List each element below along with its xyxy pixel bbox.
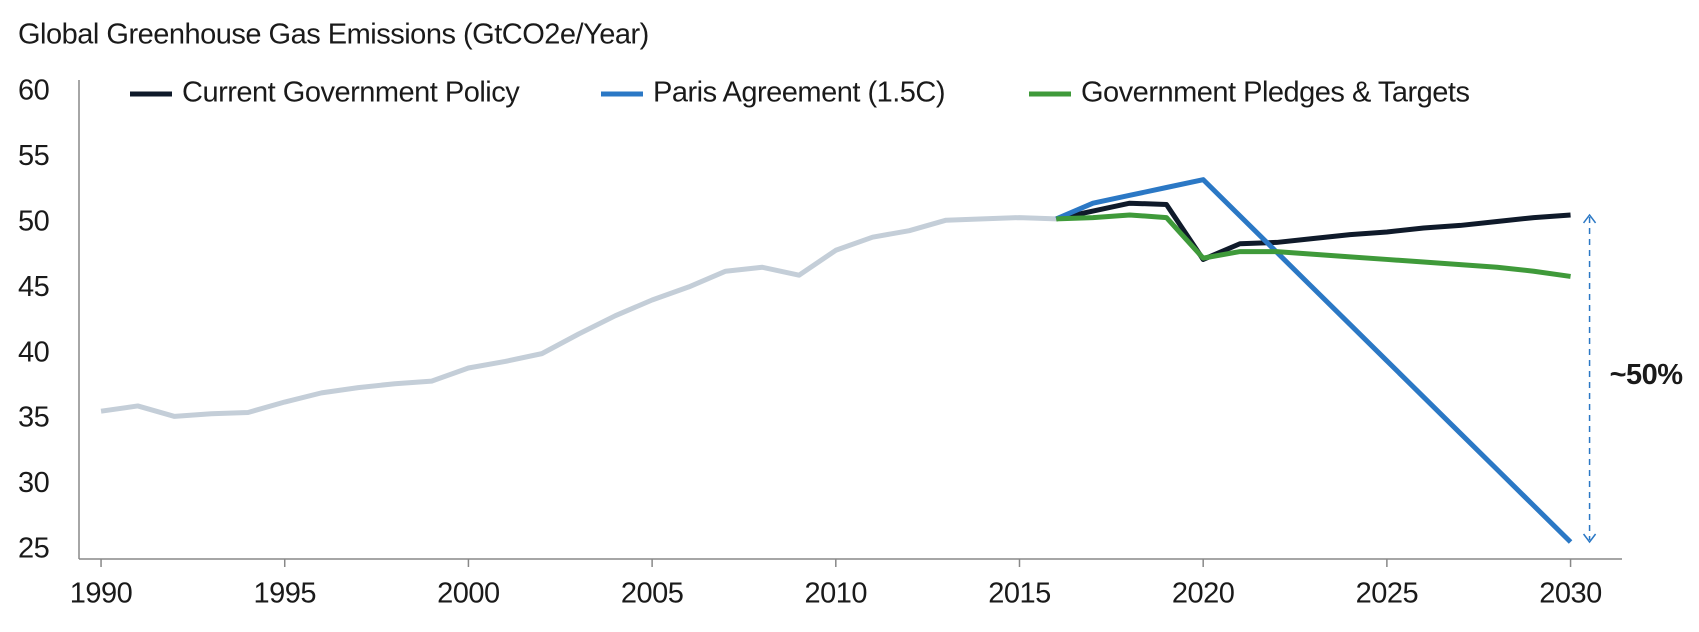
x-tick-label: 2015 bbox=[988, 578, 1051, 610]
x-tick-label: 2010 bbox=[805, 578, 868, 610]
x-tick-label: 1990 bbox=[70, 578, 133, 610]
y-tick-label: 55 bbox=[18, 140, 49, 172]
y-tick-label: 25 bbox=[18, 532, 49, 564]
x-tick-label: 2020 bbox=[1172, 578, 1235, 610]
legend-label: Current Government Policy bbox=[182, 77, 520, 109]
y-tick-label: 50 bbox=[18, 205, 49, 237]
x-tick-label: 2030 bbox=[1539, 578, 1602, 610]
series-line bbox=[1055, 177, 1573, 544]
y-tick-label: 60 bbox=[18, 75, 49, 107]
series-line bbox=[1056, 212, 1571, 279]
chart-title: Global Greenhouse Gas Emissions (GtCO2e/… bbox=[18, 19, 649, 51]
y-tick-label: 30 bbox=[18, 467, 49, 499]
x-tick-label: 1995 bbox=[253, 578, 316, 610]
arrow-head bbox=[1582, 533, 1597, 544]
y-tick-label: 35 bbox=[18, 402, 49, 434]
legend-label: Government Pledges & Targets bbox=[1081, 77, 1469, 109]
history-line bbox=[100, 215, 1057, 419]
y-tick-label: 45 bbox=[18, 271, 49, 303]
series-line bbox=[1055, 200, 1571, 262]
legend-label: Paris Agreement (1.5C) bbox=[653, 77, 945, 109]
x-tick-label: 2025 bbox=[1356, 578, 1419, 610]
x-tick-label: 2005 bbox=[621, 578, 684, 610]
annotation: ~50% bbox=[1610, 359, 1684, 391]
x-tick-label: 2000 bbox=[437, 578, 500, 610]
y-tick-label: 40 bbox=[18, 336, 49, 368]
arrow-head bbox=[1582, 213, 1597, 224]
